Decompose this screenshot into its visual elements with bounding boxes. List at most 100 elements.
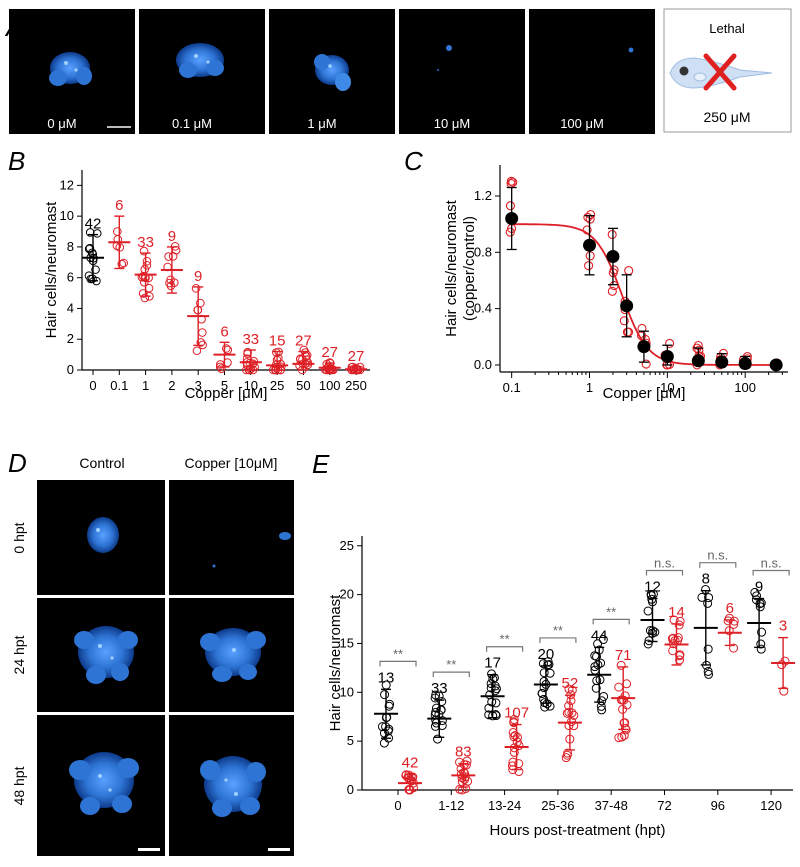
data-point [617, 732, 627, 742]
tile-caption: 100 μM [560, 116, 604, 131]
data-point [544, 660, 554, 670]
mean-point [583, 238, 597, 252]
data-point [168, 251, 178, 261]
significance-bracket [539, 637, 577, 643]
image-copper-0hpt [169, 480, 294, 595]
significance-label: ** [500, 632, 510, 647]
x-tick-label: 1-12 [438, 798, 464, 813]
x-tick-label: 3 [195, 378, 202, 393]
data-point [506, 176, 516, 186]
neuromast-10uM [436, 45, 452, 72]
panel-e-label: E [312, 449, 330, 479]
data-point [619, 730, 629, 740]
significance-label: n.s. [654, 556, 675, 571]
data-point [675, 616, 685, 626]
neuromast-1uM [314, 54, 351, 91]
data-point [650, 627, 660, 637]
panel-c: C 0.0 0.4 0.8 1.2 0.1 1 10 100 Copper [μM] Hair ce… [404, 146, 788, 402]
y-axis-title-2: (copper/control) [461, 216, 478, 321]
x-tick-label: 5 [221, 378, 228, 393]
n-label: 6 [220, 323, 228, 340]
data-point [622, 327, 632, 337]
data-point [491, 710, 501, 720]
data-point [598, 635, 608, 645]
n-label: 3 [779, 618, 787, 635]
tile-caption: 0.1 μM [172, 116, 212, 131]
data-point [510, 730, 520, 740]
data-point [85, 228, 95, 237]
neuromast-d-c48 [69, 752, 139, 815]
significance-label: ** [606, 604, 616, 619]
y-tick-label: 10 [340, 684, 354, 699]
data-point [614, 682, 624, 692]
y-tick-label: 1.2 [474, 188, 492, 203]
data-point [380, 690, 390, 700]
data-point [457, 785, 467, 795]
n-label: 107 [504, 705, 529, 722]
panel-a-label: A [4, 12, 23, 42]
x-tick-label: 1 [142, 378, 149, 393]
significance-label: ** [553, 623, 563, 638]
n-label: 17 [484, 655, 501, 672]
data-point [647, 594, 657, 604]
n-label: 83 [455, 744, 472, 761]
significance-label: ** [446, 657, 456, 672]
tile-caption: 1 μM [307, 116, 336, 131]
significance-bracket [752, 569, 790, 576]
data-point [675, 655, 685, 665]
x-tick-label: 10 [244, 378, 258, 393]
n-label: 13 [378, 669, 395, 686]
data-point [196, 338, 206, 347]
data-point [545, 668, 555, 678]
row-24hpt: 24 hpt [11, 635, 27, 674]
data-point [593, 660, 603, 670]
x-tick-label: 25-36 [541, 798, 574, 813]
x-tick-label: 120 [760, 798, 782, 813]
x-tick-label: 0.1 [110, 378, 128, 393]
x-tick-label: 0 [394, 798, 401, 813]
data-point [595, 675, 605, 685]
data-point [140, 293, 150, 303]
tile-caption: 10 μM [434, 116, 470, 131]
data-point [384, 701, 394, 711]
y-axis-title: Hair cells/neuromast [443, 199, 460, 337]
data-point [566, 696, 576, 706]
n-label: 20 [538, 646, 555, 663]
x-tick-label: 100 [319, 378, 341, 393]
x-tick-label: 37-48 [595, 798, 628, 813]
x-axis-title: Hours post-treatment (hpt) [490, 822, 666, 839]
data-point [703, 644, 713, 654]
data-point [703, 598, 713, 608]
data-point [779, 686, 789, 696]
data-point [351, 363, 361, 373]
neuromast-d-cu48 [200, 756, 266, 817]
data-point [641, 359, 651, 369]
n-label: 42 [85, 216, 102, 233]
n-label: 6 [115, 197, 123, 214]
data-point [665, 338, 675, 348]
y-tick-label: 0 [67, 362, 74, 377]
significance-bracket [379, 660, 417, 667]
y-tick-label: 20 [340, 587, 354, 602]
data-point [408, 772, 418, 782]
significance-label: ** [393, 646, 403, 661]
data-point [616, 660, 626, 670]
y-tick-label: 0 [347, 782, 354, 797]
data-point [437, 721, 447, 731]
data-point [403, 773, 413, 783]
mean-point [715, 355, 729, 369]
significance-bracket [486, 646, 524, 652]
data-point [637, 323, 647, 334]
y-tick-label: 0.4 [474, 301, 492, 316]
data-point [138, 271, 148, 281]
data-point [192, 346, 202, 356]
n-label: 33 [242, 331, 259, 348]
data-point [592, 676, 602, 686]
x-tick-label: 10 [660, 380, 674, 395]
data-point [562, 750, 572, 760]
neuromast-d-c0 [87, 517, 119, 553]
scale-bar-control [138, 848, 160, 851]
n-label: 42 [402, 754, 419, 771]
